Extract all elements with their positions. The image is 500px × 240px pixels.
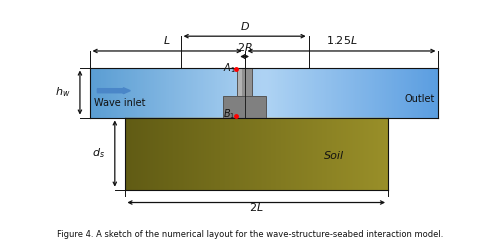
Text: $d_s$: $d_s$ [92, 147, 105, 161]
FancyArrow shape [98, 88, 130, 94]
Bar [238, 68, 252, 96]
Text: Wave inlet: Wave inlet [94, 98, 145, 108]
Text: $2R$: $2R$ [237, 41, 252, 53]
Text: Figure 4. A sketch of the numerical layout for the wave-structure-seabed interac: Figure 4. A sketch of the numerical layo… [57, 230, 443, 239]
Text: $h_w$: $h_w$ [55, 86, 70, 99]
Text: $A_1$: $A_1$ [222, 61, 235, 75]
Text: $B_1$: $B_1$ [223, 107, 235, 121]
Text: $D$: $D$ [240, 20, 250, 32]
Bar [224, 96, 266, 118]
Text: $1.25L$: $1.25L$ [326, 34, 358, 46]
Bar [90, 68, 438, 118]
Bar [238, 68, 242, 96]
Text: Outlet: Outlet [404, 94, 434, 104]
Text: Soil: Soil [324, 151, 344, 161]
Text: $L$: $L$ [164, 34, 171, 46]
Text: $2L$: $2L$ [249, 201, 264, 213]
